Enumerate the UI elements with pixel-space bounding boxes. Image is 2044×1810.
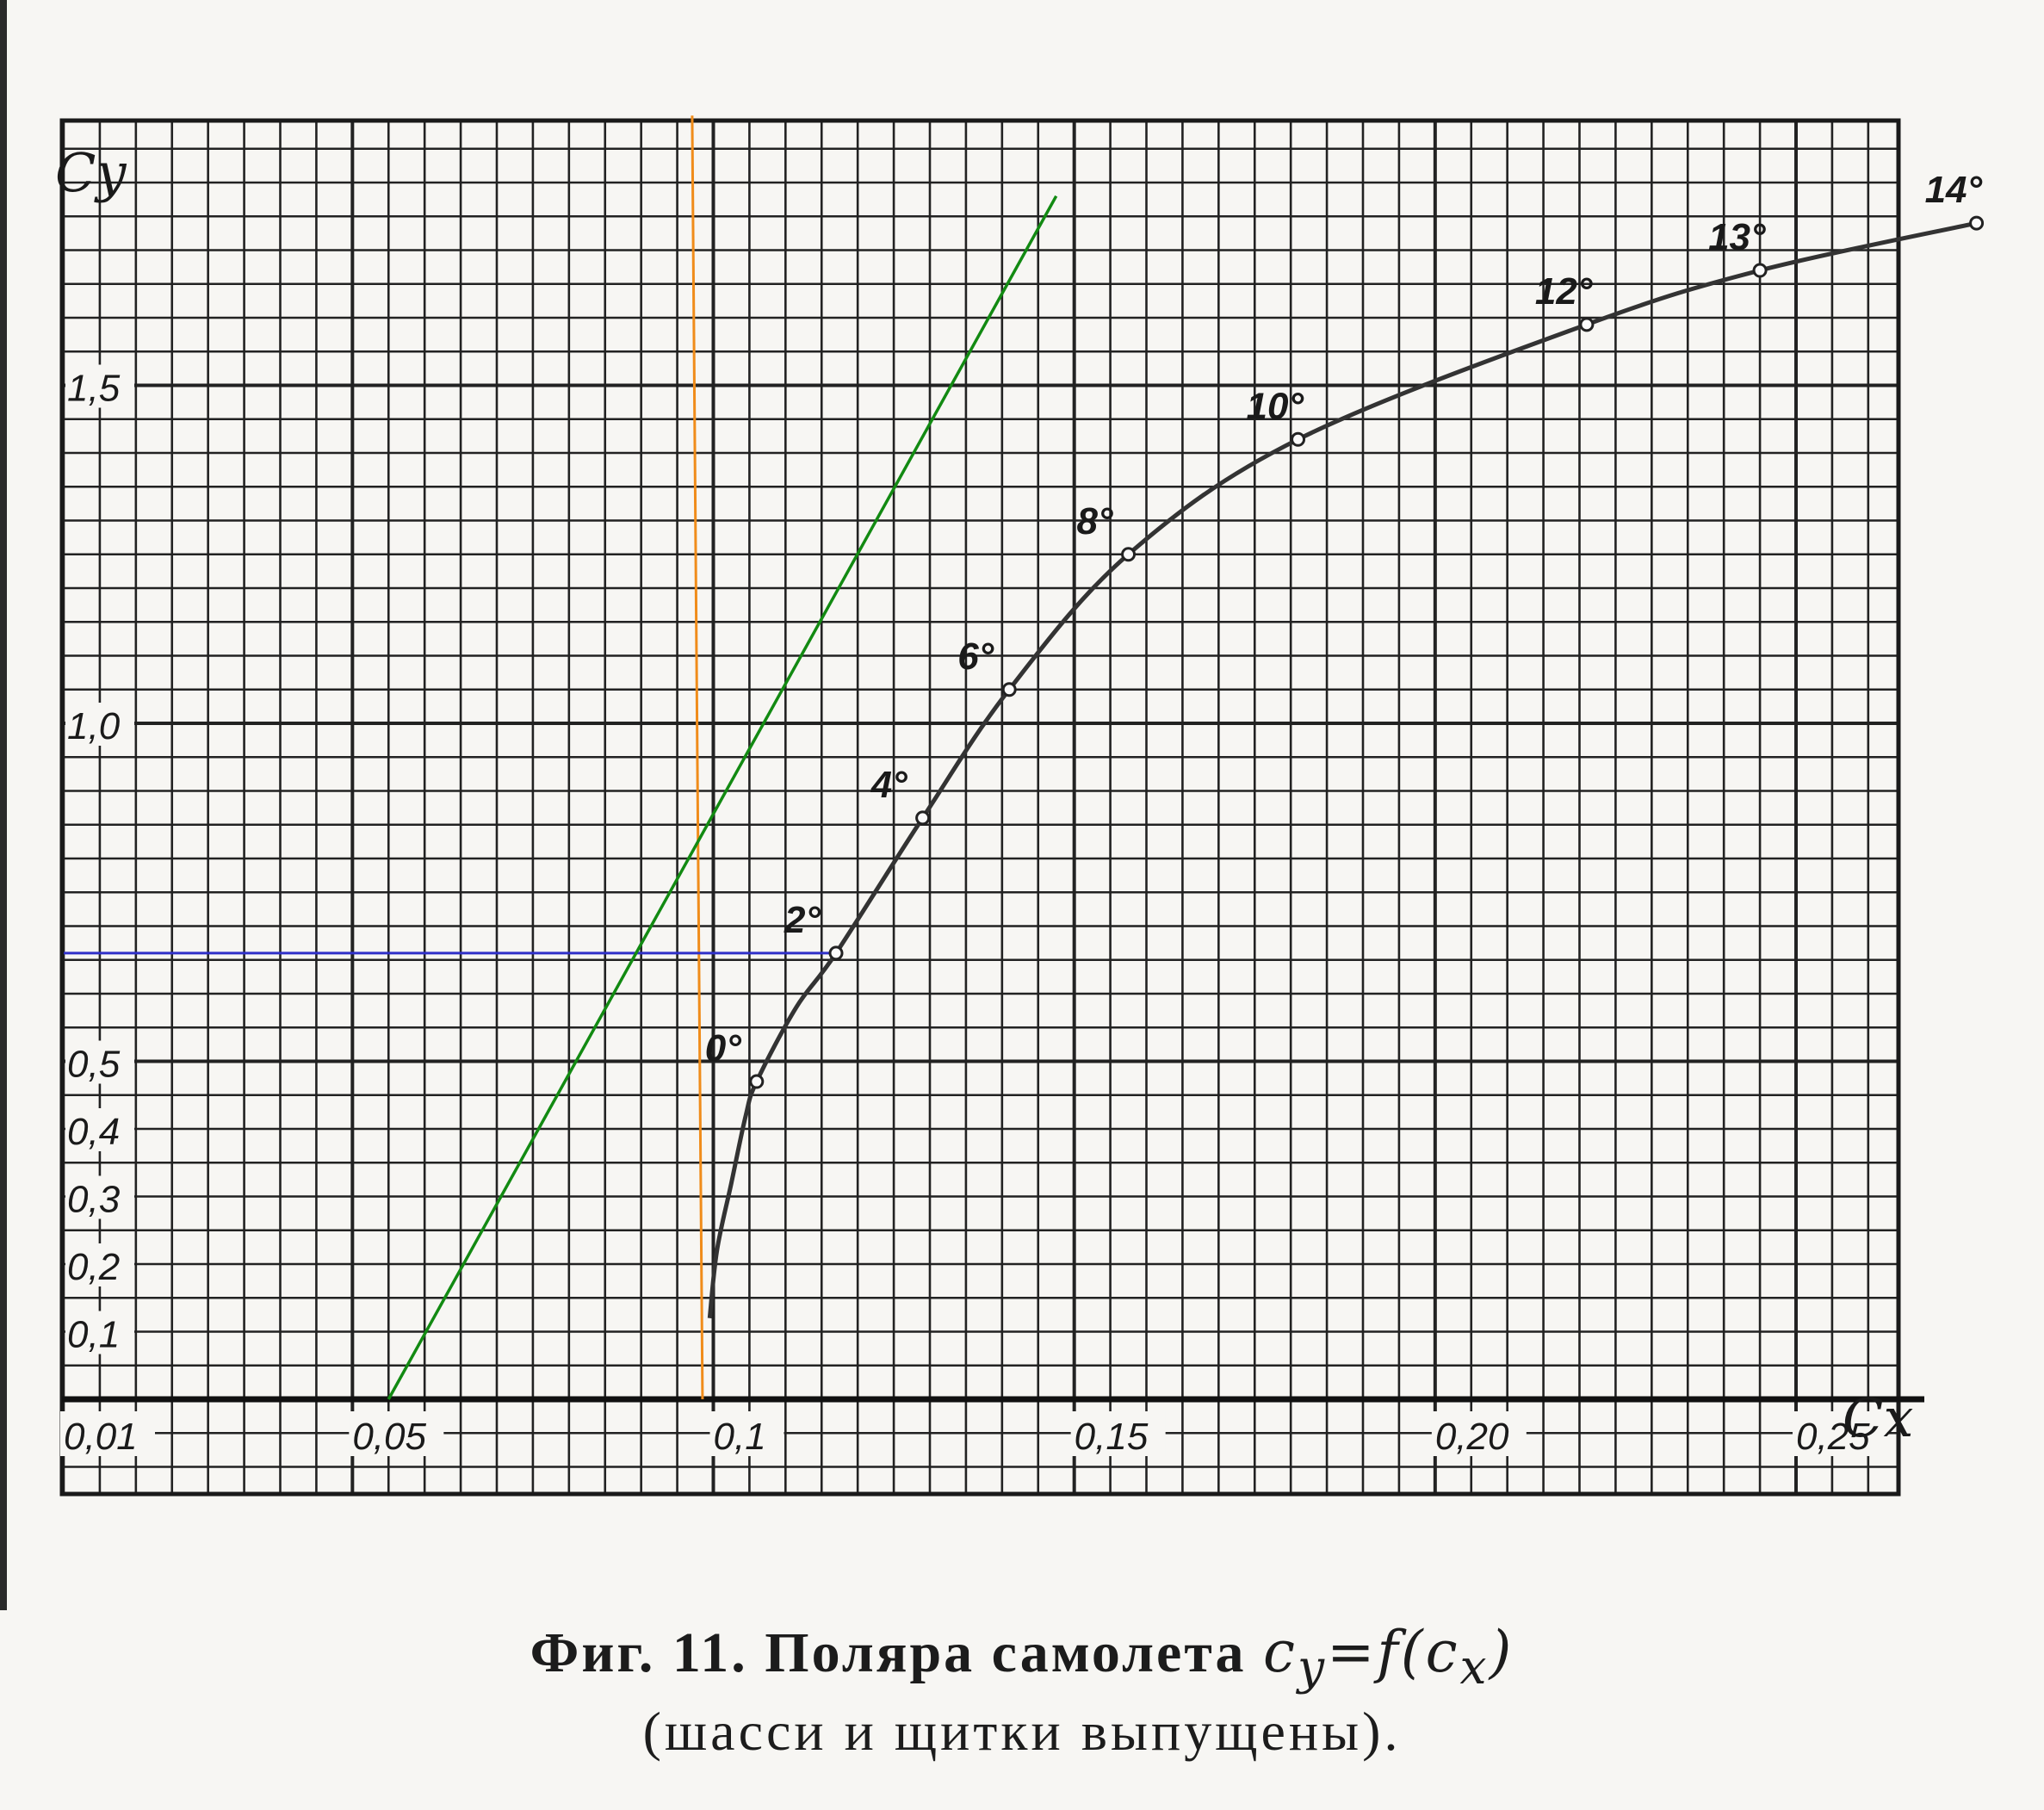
y-tick-bg (65, 1175, 134, 1219)
green-tangent-line (387, 195, 1058, 1400)
x-tick-bg (60, 1411, 155, 1456)
y-tick-bg (65, 1040, 134, 1084)
angle-label: 6° (957, 635, 994, 678)
curve-point (1579, 317, 1595, 332)
x-tick-bg (349, 1411, 444, 1456)
angle-label: 10° (1247, 385, 1304, 427)
angle-label: 0° (705, 1027, 741, 1069)
y-tick-bg (65, 1243, 134, 1286)
curve-point (915, 810, 931, 826)
y-tick-label: 0,2 (67, 1246, 120, 1288)
angle-label: 8° (1077, 500, 1113, 542)
angle-label: 13° (1708, 216, 1766, 258)
x-tick-label: 0,15 (1075, 1416, 1149, 1458)
caption-subtitle: (шасси и щитки выпущены). (642, 1701, 1402, 1763)
tick-labels: 0,01 0,05 0,1 0,15 0,20 0,25 0,1 0,2 0,3 0,4 0,5 1,… (55, 141, 1913, 1458)
curve-point (1001, 682, 1017, 697)
x-tick-bg (1070, 1411, 1166, 1456)
x-tick-label: 0,25 (1796, 1416, 1870, 1458)
x-tick-label: 0,1 (714, 1416, 766, 1458)
y-tick-label: 1,5 (67, 368, 121, 410)
curve-point (1752, 263, 1768, 278)
x-tick-bg (1431, 1411, 1527, 1456)
y-tick-bg (65, 1311, 134, 1354)
page-left-edge (0, 0, 7, 1610)
y-axis-label: Cy (55, 141, 127, 204)
x-tick-bg (709, 1411, 784, 1456)
y-tick-bg (65, 1108, 134, 1151)
curve-point (1121, 547, 1137, 562)
polar-curve (707, 220, 1978, 1319)
figure-caption: Фиг. 11. Поляра самолета cy=f(cx) (шасси… (0, 1619, 2044, 1764)
y-tick-label: 0,3 (67, 1179, 121, 1221)
curve-point (1291, 431, 1306, 447)
series-group: 0° 2° 4° 6° 8° 10° 12° 13° 14° (705, 169, 1985, 1319)
x-axis-label: Cx (1843, 1386, 1913, 1449)
x-tick-label: 0,20 (1435, 1416, 1509, 1458)
caption-title: Фиг. 11. Поляра самолета (530, 1621, 1247, 1684)
curve-point (749, 1074, 765, 1089)
curve-point (1969, 215, 1985, 231)
y-tick-label: 1,0 (67, 705, 121, 747)
x-tick-label: 0,01 (64, 1416, 138, 1458)
angle-label: 4° (870, 764, 907, 806)
angle-label: 2° (784, 899, 821, 941)
orange-reference-line (691, 115, 704, 1400)
chart-frame (59, 118, 1901, 1497)
curve-point (828, 945, 844, 961)
grid (59, 118, 1901, 1497)
x-tick-bg (1793, 1411, 1887, 1456)
caption-formula: cy=f(cx) (1263, 1619, 1514, 1695)
polar-chart: 0°2°4°6°8°10°12°13°14° 0,01 0,05 0,1 0,15 0,… (0, 0, 1985, 1610)
angle-label: 12° (1535, 270, 1593, 313)
angle-label: 14° (1925, 169, 1983, 211)
y-tick-bg (65, 703, 134, 746)
caption-title-line: Фиг. 11. Поляра самолета cy=f(cx) (0, 1619, 2044, 1695)
x-tick-label: 0,05 (352, 1416, 426, 1458)
y-tick-label: 0,1 (67, 1314, 120, 1356)
construction-lines (64, 115, 1058, 1400)
y-tick-label: 0,5 (67, 1044, 121, 1086)
y-tick-bg (65, 364, 134, 408)
y-tick-label: 0,4 (67, 1111, 120, 1153)
